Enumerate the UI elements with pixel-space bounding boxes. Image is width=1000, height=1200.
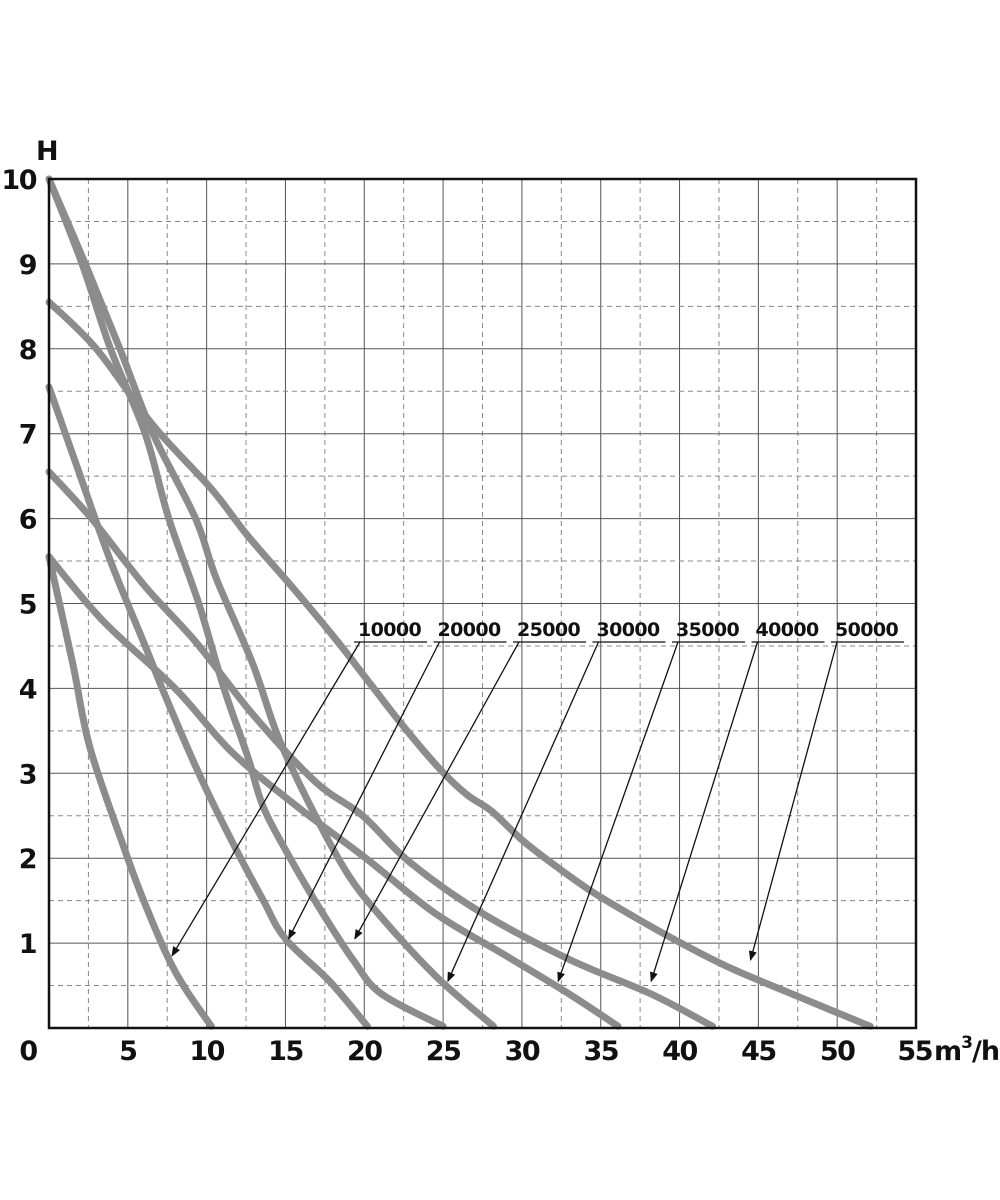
y-tick-8: 8 [19, 335, 37, 366]
curve-40000 [45, 468, 717, 1030]
tick-labels: 0 5 10 15 20 25 30 35 40 45 50 55 10 9 8 7 6 5 4 3 2 1 [1, 165, 933, 1067]
x-tick-35: 35 [583, 1036, 618, 1067]
leader-arrow-30000 [447, 641, 600, 983]
label-40000: 40000 [756, 619, 819, 641]
curve-25000 [45, 175, 447, 1030]
x-tick-40: 40 [662, 1036, 697, 1067]
label-10000: 10000 [358, 619, 421, 641]
curve-50000 [45, 298, 874, 1030]
leader-arrow-40000 [650, 641, 759, 983]
label-leaders [171, 641, 904, 983]
curve-10000 [45, 553, 215, 1030]
label-50000: 50000 [835, 619, 898, 641]
plot-frame [47, 177, 918, 1030]
x-tick-0: 0 [19, 1036, 37, 1067]
x-tick-50: 50 [820, 1036, 855, 1067]
x-tick-20: 20 [347, 1036, 382, 1067]
leader-arrow-35000 [557, 641, 679, 983]
y-tick-1: 1 [19, 929, 36, 960]
plot-border [47, 177, 918, 1030]
x-tick-25: 25 [426, 1036, 461, 1067]
grid-lines [49, 179, 916, 1028]
label-35000: 35000 [676, 619, 739, 641]
y-tick-9: 9 [19, 250, 37, 281]
y-tick-10: 10 [1, 165, 36, 196]
x-tick-15: 15 [268, 1036, 303, 1067]
x-axis-label: m3/h [934, 1033, 999, 1067]
label-25000: 25000 [517, 619, 580, 641]
y-tick-6: 6 [19, 505, 37, 536]
x-tick-30: 30 [505, 1036, 540, 1067]
x-tick-45: 45 [741, 1036, 776, 1067]
x-tick-55: 55 [897, 1036, 932, 1067]
curve-labels: 10000 20000 25000 30000 35000 40000 50000 [358, 619, 899, 641]
y-tick-4: 4 [19, 674, 37, 705]
curve-30000 [45, 175, 497, 1030]
y-axis-label: H [36, 136, 58, 167]
y-tick-3: 3 [19, 759, 36, 790]
x-tick-10: 10 [189, 1036, 224, 1067]
x-tick-5: 5 [119, 1036, 136, 1067]
leader-arrow-50000 [748, 641, 838, 962]
y-tick-7: 7 [19, 420, 36, 451]
curve-35000 [45, 553, 622, 1030]
leader-arrow-20000 [288, 641, 441, 940]
label-30000: 30000 [597, 619, 660, 641]
label-20000: 20000 [438, 619, 501, 641]
leader-arrow-25000 [354, 641, 520, 940]
y-tick-2: 2 [19, 844, 36, 875]
pump-curves [45, 175, 874, 1030]
leader-arrow-10000 [171, 641, 361, 957]
y-tick-5: 5 [19, 590, 36, 621]
